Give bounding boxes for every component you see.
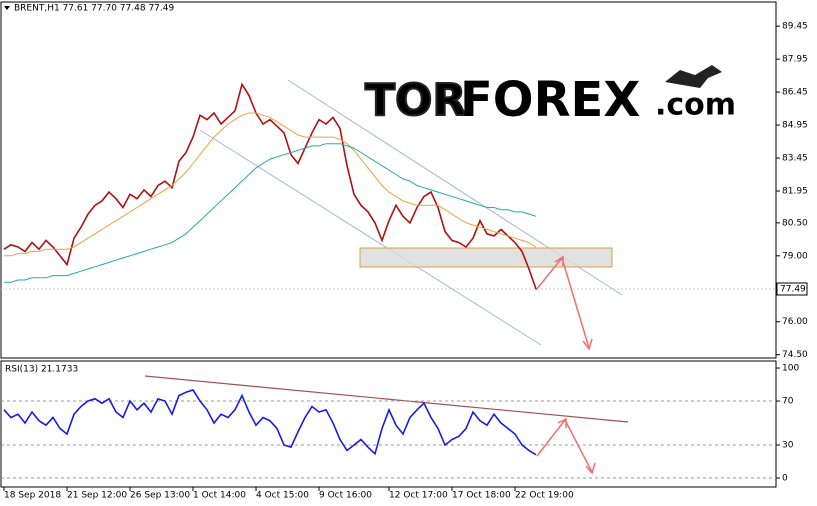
y-tick-label: 74.50 [782,350,808,360]
y-tick-label: 86.45 [782,88,808,98]
current-price-box [776,282,808,296]
x-tick-label: 1 Oct 14:00 [193,491,246,501]
support-zone [359,247,613,268]
x-tick-label: 4 Oct 15:00 [256,491,309,501]
y-tick-label: 76.00 [782,317,808,327]
y-tick-label: 70 [782,397,794,407]
x-tick-label: 18 Sep 2018 [4,491,61,501]
y-tick-label: 84.95 [782,121,808,131]
x-tick-label: 12 Oct 17:00 [389,491,448,501]
series-line [3,389,537,456]
price-frame [0,1,777,359]
y-tick-label: 0 [782,473,788,483]
y-tick-label: 89.45 [782,22,808,32]
y-tick-label: 30 [782,441,794,451]
menu-arrow [4,6,10,10]
y-tick-label: 79.00 [782,251,808,261]
x-tick-label: 22 Oct 19:00 [515,491,574,501]
price-title: BRENT,H1 77.61 77.70 77.48 77.49 [14,4,174,14]
rsi-trendline [144,375,629,423]
y-tick-label: 87.95 [782,55,808,65]
y-tick-label: 83.45 [782,154,808,164]
x-tick-label: 9 Oct 16:00 [319,491,372,501]
current-price-label: 77.49 [780,284,806,294]
series-line [4,143,537,283]
watermark-bull [665,65,722,88]
watermark-suffix: .com [655,88,736,123]
forecast-arrows [535,255,596,475]
channel-lower [199,129,542,346]
watermark-prefix: TOR [365,75,466,126]
series-line [3,82,537,290]
series-line [4,112,537,257]
watermark-main: FOREX [460,72,640,128]
y-tick-label: 100 [782,364,799,374]
x-tick-label: 17 Oct 18:00 [452,491,511,501]
y-tick-label: 80.50 [782,218,808,228]
x-tick-label: 21 Sep 12:00 [67,491,127,501]
watermark: TOR FOREX .com [364,65,736,128]
rsi-title: RSI(13) 21.1733 [5,365,78,375]
y-tick-label: 81.95 [782,186,808,196]
x-tick-label: 26 Sep 13:00 [130,491,190,501]
